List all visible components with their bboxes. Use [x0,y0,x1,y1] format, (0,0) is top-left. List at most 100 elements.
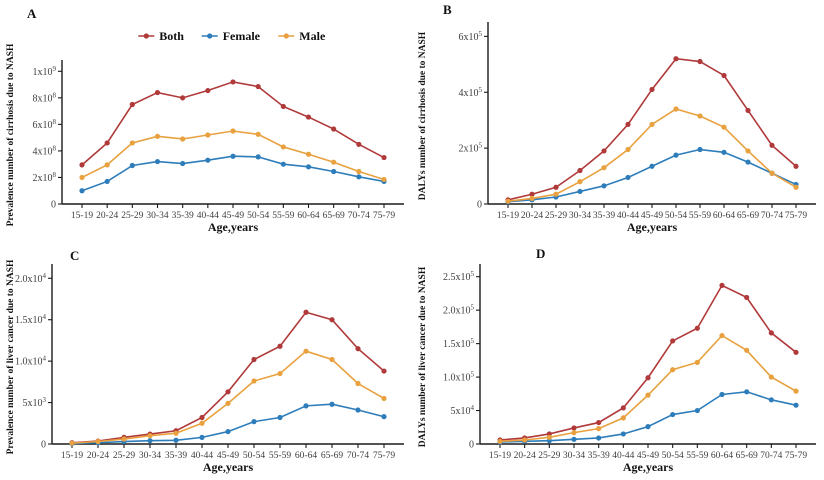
data-point-male [645,392,651,398]
data-point-female [154,158,161,165]
data-point-male [225,400,231,406]
x-axis-title: Age,years [203,460,254,474]
legend-marker-dot-female [207,33,213,39]
x-tick-label: 70-74 [761,211,783,221]
data-point-both [649,86,655,93]
data-point-both [205,87,211,94]
data-point-female [673,152,679,158]
data-point-female [381,414,387,420]
data-point-both [670,338,676,344]
data-point-female [329,401,335,407]
panel-label-c: C [70,248,80,263]
x-tick-label: 25-29 [545,211,567,221]
x-tick-label: 20-24 [87,451,109,461]
data-point-male [305,151,312,157]
data-point-both [280,103,286,110]
data-point-both [769,142,775,148]
data-point-male [673,106,679,112]
x-tick-label: 15-19 [489,451,511,461]
x-tick-label: 30-34 [569,211,591,221]
y-axis-title: DALYs number of cirrhosis due to NASH [418,31,428,200]
data-point-both [104,140,110,146]
data-point-female [596,435,602,441]
data-point-both [225,389,231,395]
x-axis-title: Age,years [208,220,259,234]
y-tick-label: 2.0x105 [443,304,475,317]
data-point-male [596,426,602,432]
data-point-both [251,356,257,363]
data-point-both [793,349,799,355]
data-point-both [745,107,751,114]
data-point-female [721,149,727,155]
data-point-female [305,164,312,170]
x-tick-label: 35-39 [588,451,610,461]
data-point-both [180,95,186,101]
data-point-male [205,132,211,138]
data-point-both [721,72,727,79]
data-point-female [745,159,751,165]
data-point-male [577,179,583,185]
data-point-both [601,148,607,154]
x-tick-label: 20-24 [96,211,118,221]
data-point-male [769,170,775,176]
x-tick-label: 70-74 [348,211,370,221]
panel-label-d: D [536,246,546,261]
data-point-male [694,359,700,365]
y-tick-label: 0 [51,200,56,211]
x-tick-label: 55-59 [272,211,294,221]
data-point-male [69,440,75,446]
data-point-female [277,414,283,421]
data-point-both [129,101,135,108]
x-tick-label: 50-54 [243,451,265,461]
data-point-both [553,184,559,190]
x-tick-label: 65-69 [323,211,345,221]
data-point-male [553,191,559,197]
x-tick-label: 50-54 [665,211,687,221]
x-tick-label: 40-44 [617,211,639,221]
x-tick-label: 35-39 [593,211,615,221]
x-axis-title: Age,years [623,460,674,474]
series-line-both [71,311,385,444]
data-point-male [719,332,725,339]
data-point-male [497,438,503,444]
panel-c: C 0 5x103 1.0x104 1.5x104 2.0x104 15-19 20-24 2… [0,240,412,480]
data-point-female [255,154,261,160]
data-point-male [381,176,387,183]
legend-label-male: Male [299,29,326,43]
x-tick-label: 60-64 [711,451,733,461]
x-tick-label: 75-79 [373,211,395,221]
x-tick-label: 45-49 [222,211,244,221]
data-point-male [601,165,607,171]
x-tick-label: 55-59 [689,211,711,221]
x-tick-label: 25-29 [113,451,135,461]
panel-b: B 0 2x105 4x105 6x105 15-19 20-24 25-29 30-34 35… [412,0,824,240]
data-point-both [673,56,679,62]
data-point-female [719,391,725,398]
series-line-female [81,155,385,192]
data-point-both [529,191,535,197]
data-point-both [571,425,577,431]
x-tick-label: 75-79 [785,211,807,221]
data-point-female [355,407,361,413]
data-point-both [620,405,626,411]
data-point-female [694,407,700,414]
y-tick-label: 1x109 [33,65,57,78]
data-point-male [104,162,110,168]
data-point-both [744,294,750,301]
data-point-female [571,436,577,442]
series-line-female [507,148,797,203]
data-point-male [79,174,85,181]
x-tick-label: 65-69 [737,211,759,221]
x-tick-label: 20-24 [514,451,536,461]
y-tick-label: 2.5x105 [443,270,475,283]
data-point-female [180,160,186,167]
panel-label-a: A [27,6,37,21]
data-point-both [697,58,703,65]
y-tick-label: 8x108 [33,91,57,104]
data-point-female [104,178,110,185]
data-point-both [694,325,700,331]
data-point-both [768,330,774,336]
data-point-male [744,347,750,353]
x-tick-label: 70-74 [347,451,369,461]
